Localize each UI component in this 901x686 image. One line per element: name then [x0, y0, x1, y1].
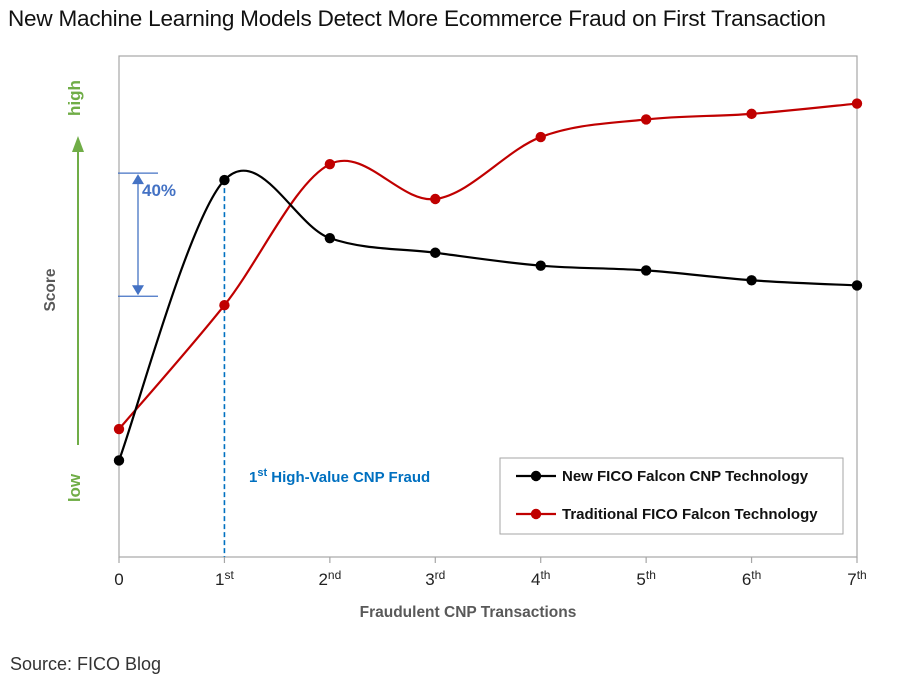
data-point-traditional-fico: [430, 193, 441, 205]
data-point-new-fico: [640, 265, 652, 276]
data-point-traditional-fico: [219, 300, 230, 311]
legend-box: [499, 457, 844, 535]
data-point-traditional-fico: [640, 114, 652, 125]
annotation-layer: 1st High-Value CNP Fraud 40%: [118, 172, 430, 557]
x-tick-label: 1st: [215, 568, 234, 589]
x-tick-label: 7th: [847, 568, 866, 589]
gap-arrow-down: [132, 285, 144, 296]
data-point-traditional-fico: [851, 98, 863, 109]
y-axis-label: Score: [42, 268, 59, 311]
x-axis: 0 1st 2nd 3rd 4th 5th 6th 7th: [114, 557, 867, 589]
legend-label: New FICO Falcon CNP Technology: [562, 468, 809, 485]
x-tick-label: 0: [114, 570, 123, 589]
series-layer: [113, 98, 863, 466]
legend-label: Traditional FICO Falcon Technology: [562, 506, 818, 523]
legend-swatch-marker: [530, 508, 542, 520]
first-fraud-marker-label: 1st High-Value CNP Fraud: [249, 467, 430, 486]
series-line-new-fico: [117, 169, 858, 461]
x-axis-label: Fraudulent CNP Transactions: [360, 604, 577, 621]
x-tick-label: 4th: [531, 568, 550, 589]
data-point-traditional-fico: [746, 108, 757, 120]
x-tick-label: 6th: [742, 568, 761, 589]
plot-area-frame: [118, 55, 858, 558]
data-point-new-fico: [324, 232, 336, 244]
x-tick-label: 2nd: [318, 568, 341, 589]
data-point-new-fico: [430, 247, 441, 258]
legend-swatch-marker: [530, 470, 542, 482]
x-tick-label: 5th: [636, 568, 655, 589]
gap-arrow-up: [132, 174, 144, 185]
y-high-label: high: [65, 80, 84, 116]
score-arrow-head: [72, 136, 84, 152]
data-point-new-fico: [219, 174, 230, 186]
legend: New FICO Falcon CNP Technology Traditiona…: [499, 457, 844, 535]
data-point-traditional-fico: [324, 158, 336, 170]
y-low-label: low: [65, 473, 84, 502]
score-direction-arrow: [72, 136, 84, 445]
chart-title: New Machine Learning Models Detect More …: [8, 6, 826, 31]
source-note: Source: FICO Blog: [10, 654, 162, 674]
data-point-traditional-fico: [113, 423, 125, 435]
gap-label: 40%: [142, 181, 176, 200]
data-point-new-fico: [851, 280, 863, 291]
data-point-new-fico: [113, 455, 125, 466]
data-point-new-fico: [746, 275, 757, 286]
x-tick-label: 3rd: [425, 568, 445, 589]
data-point-traditional-fico: [535, 131, 546, 143]
data-point-new-fico: [535, 260, 546, 271]
series-line-traditional-fico: [118, 102, 858, 430]
